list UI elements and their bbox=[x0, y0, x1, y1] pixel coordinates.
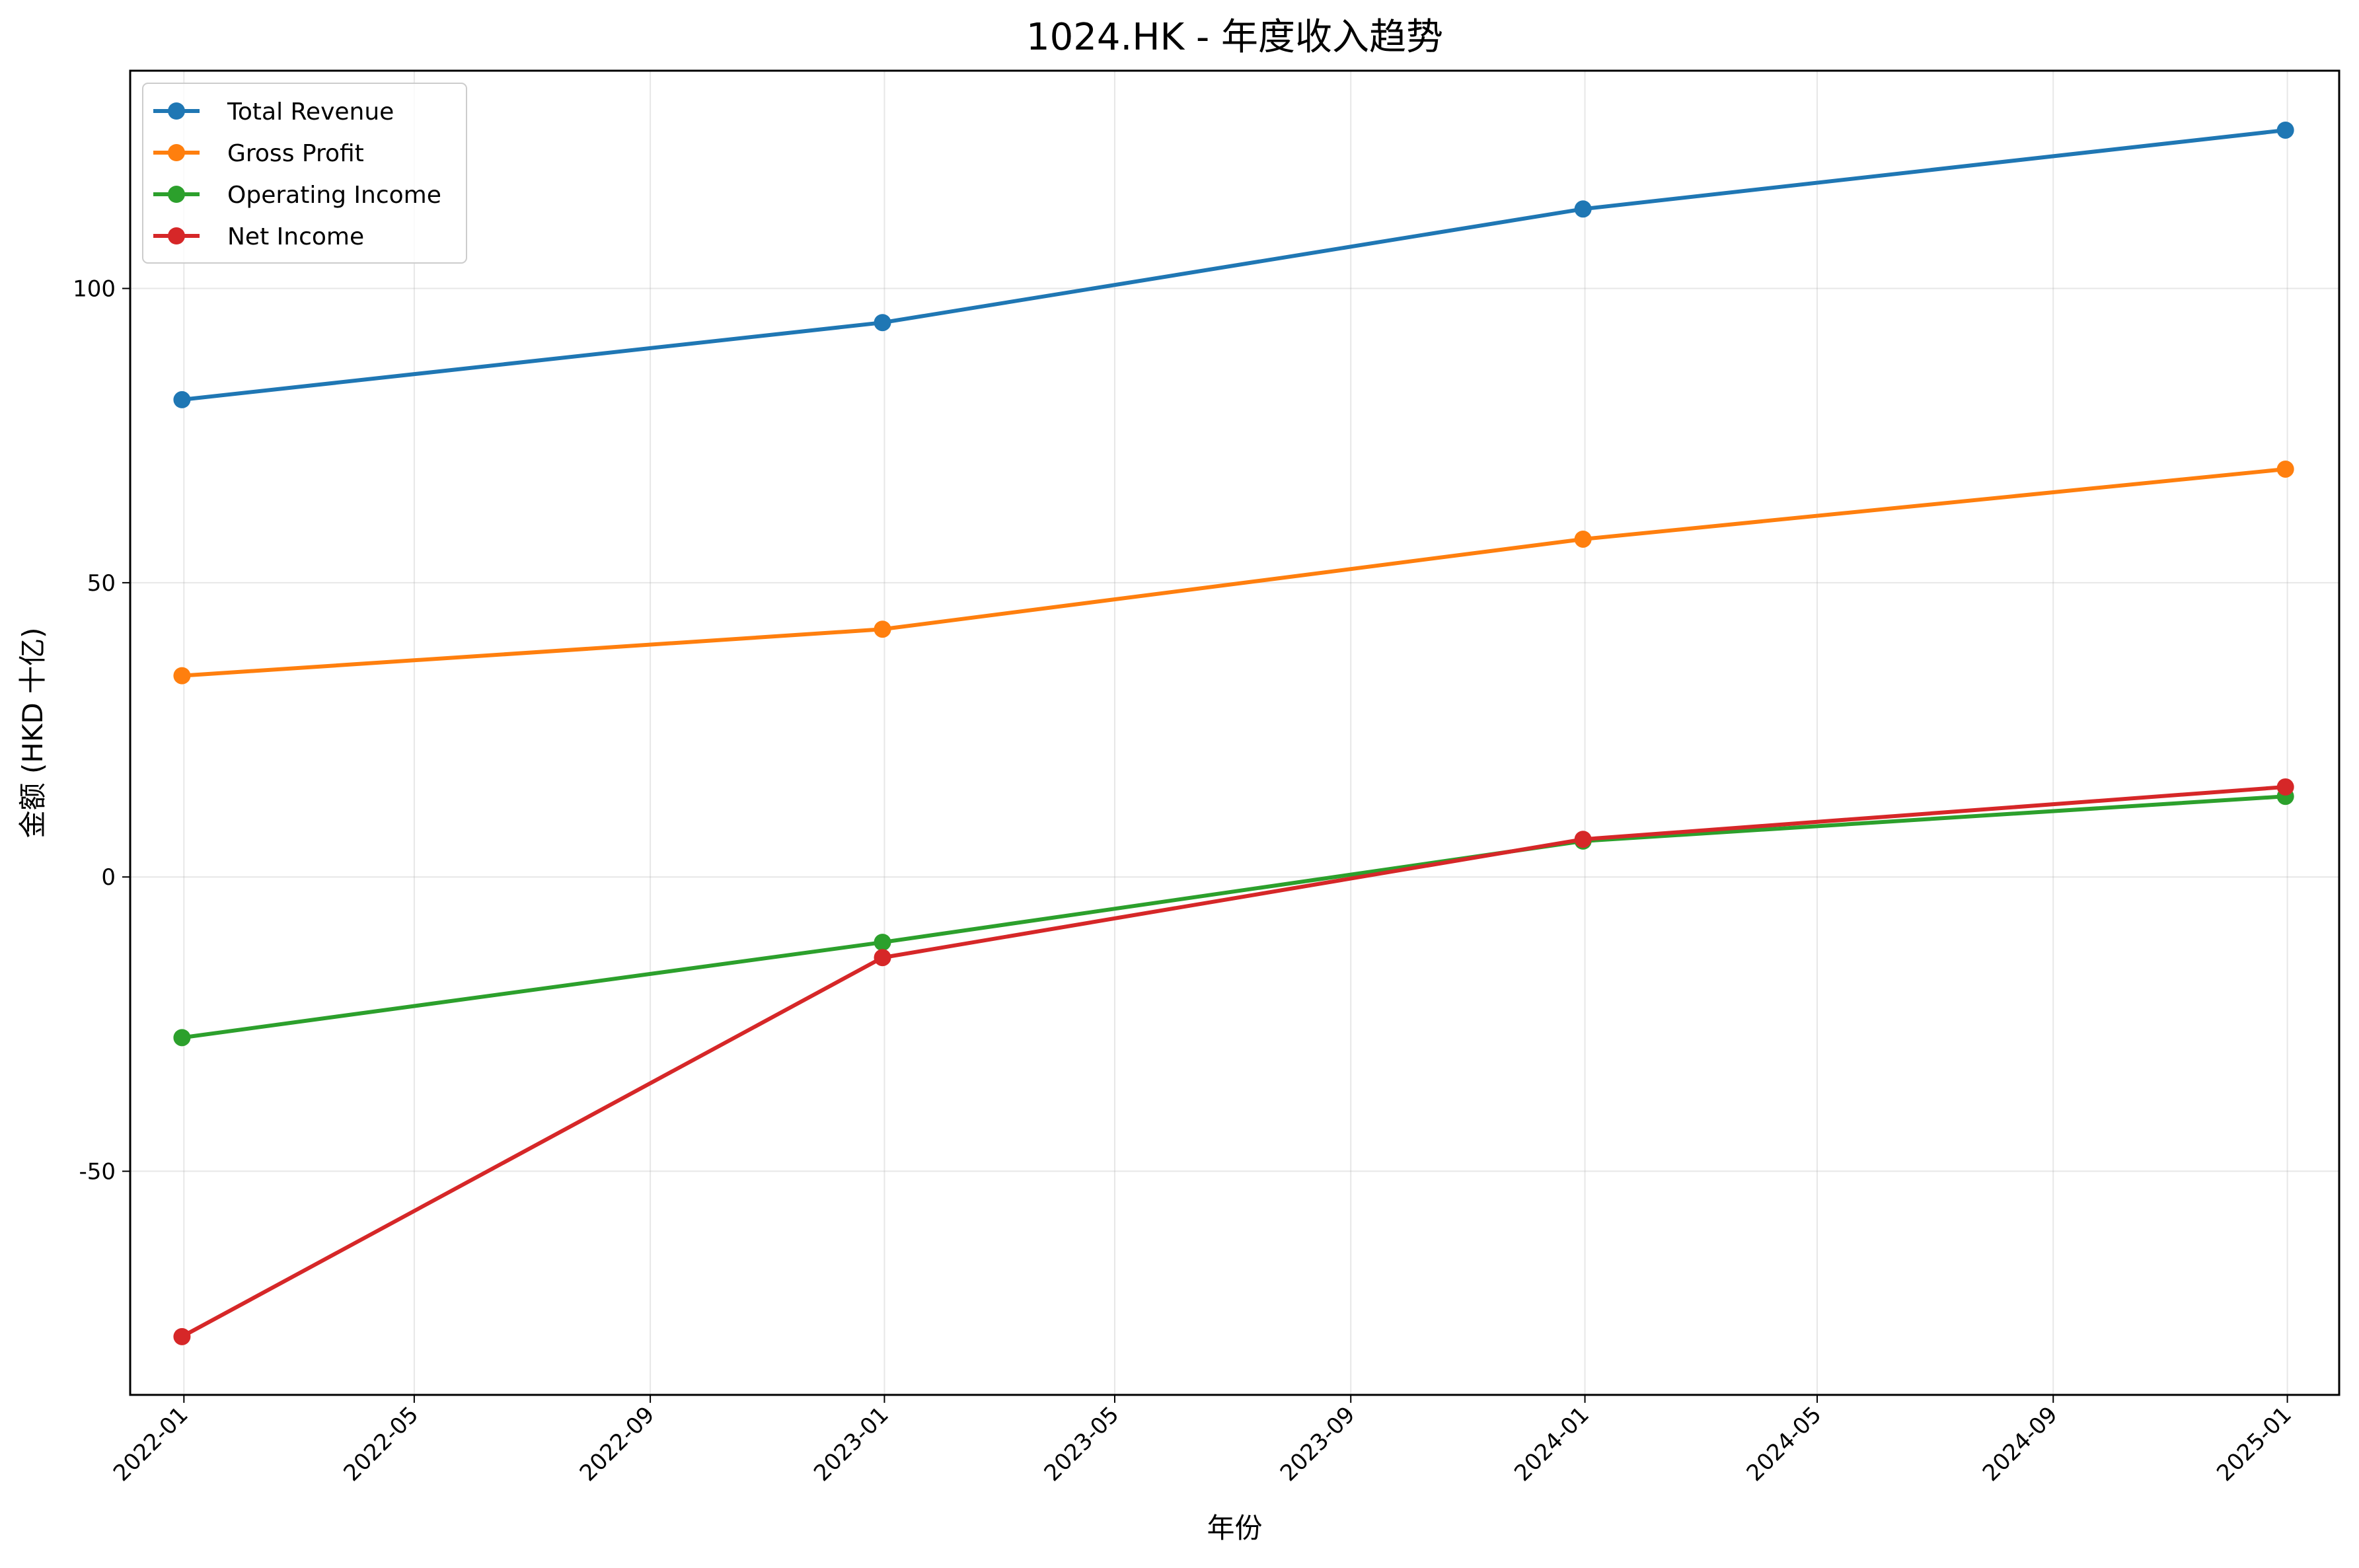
legend-item-net-income: Net Income bbox=[153, 223, 364, 250]
legend-label: Gross Profit bbox=[227, 140, 364, 167]
gross-profit-point bbox=[874, 620, 891, 638]
legend-marker bbox=[168, 102, 185, 120]
total-revenue-point bbox=[2276, 121, 2294, 139]
legend-marker bbox=[168, 227, 185, 244]
legend-item-total-revenue: Total Revenue bbox=[153, 98, 394, 126]
total-revenue-line bbox=[182, 128, 2286, 402]
total-revenue-point bbox=[1574, 200, 1592, 218]
legend-item-operating-income: Operating Income bbox=[153, 182, 441, 209]
net-income-point bbox=[1574, 831, 1592, 848]
gross-profit-line bbox=[182, 467, 2286, 678]
operating-income-line bbox=[182, 794, 2286, 1040]
legend-item-gross-profit: Gross Profit bbox=[153, 140, 364, 167]
legend-label: Net Income bbox=[227, 223, 364, 250]
series-layer bbox=[173, 121, 2294, 1345]
gross-profit-point bbox=[2276, 460, 2294, 478]
operating-income-point bbox=[874, 934, 891, 952]
plot-frame bbox=[129, 69, 2340, 1396]
x-axis-label: 年份 bbox=[1207, 1512, 1262, 1544]
y-axis-label: 金额 (HKD 十亿) bbox=[17, 628, 49, 839]
legend: Total Revenue Gross Profit Operating Incom… bbox=[142, 83, 467, 264]
legend-marker bbox=[168, 186, 185, 203]
net-income-point bbox=[173, 1327, 191, 1345]
gross-profit-point bbox=[173, 667, 191, 685]
chart-title: 1024.HK - 年度收入趋势 bbox=[1026, 16, 1443, 59]
legend-label: Total Revenue bbox=[227, 98, 394, 126]
legend-box bbox=[142, 83, 467, 264]
y-tick-label: 50 bbox=[87, 570, 116, 597]
series-gross-profit bbox=[173, 460, 2294, 685]
net-income-point bbox=[874, 949, 891, 967]
y-tick-label: 100 bbox=[73, 276, 116, 303]
series-net-income bbox=[173, 778, 2294, 1345]
y-tick-label: -50 bbox=[79, 1159, 116, 1185]
total-revenue-point bbox=[173, 391, 191, 408]
y-tick-label: 0 bbox=[101, 864, 116, 891]
net-income-line bbox=[180, 784, 2286, 1339]
operating-income-point bbox=[173, 1029, 191, 1047]
legend-label: Operating Income bbox=[227, 182, 441, 209]
grid-layer bbox=[130, 71, 2339, 1395]
legend-marker bbox=[168, 144, 185, 161]
net-income-point bbox=[2276, 778, 2294, 796]
total-revenue-point bbox=[874, 314, 891, 332]
gross-profit-point bbox=[1574, 530, 1592, 548]
series-total-revenue bbox=[173, 121, 2294, 408]
